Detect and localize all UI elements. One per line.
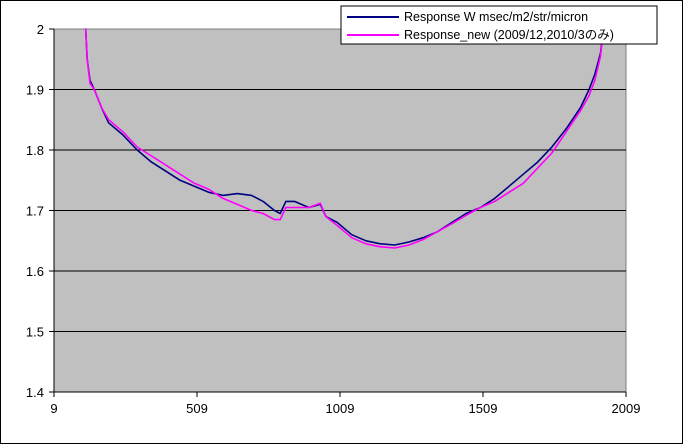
y-tick-label-6: 2 xyxy=(37,22,44,37)
x-tick-label-2: 1009 xyxy=(326,401,355,416)
legend-label-response-new: Response_new (2009/12,2010/3のみ) xyxy=(404,28,614,42)
axes: 1.4 1.5 1.6 1.7 1.8 1.9 2 9 509 1009 1509 2009 xyxy=(26,22,641,416)
series-layer xyxy=(84,28,605,249)
x-tick-label-4: 2009 xyxy=(612,401,641,416)
x-tick-label-1: 509 xyxy=(186,401,208,416)
y-tick-label-2: 1.6 xyxy=(26,264,44,279)
gridlines xyxy=(54,89,626,332)
series-line-1 xyxy=(84,28,605,249)
legend: Response W msec/m2/str/micron Response_n… xyxy=(340,5,658,45)
y-tick-label-3: 1.7 xyxy=(26,204,44,219)
y-tick-label-5: 1.9 xyxy=(26,83,44,98)
x-tick-label-0: 9 xyxy=(50,401,57,416)
x-tick-label-3: 1509 xyxy=(469,401,498,416)
legend-label-response-w: Response W msec/m2/str/micron xyxy=(404,10,588,24)
legend-box xyxy=(340,5,658,45)
y-tick-label-0: 1.4 xyxy=(26,385,44,400)
y-tick-label-4: 1.8 xyxy=(26,143,44,158)
y-tick-label-1: 1.5 xyxy=(26,325,44,340)
